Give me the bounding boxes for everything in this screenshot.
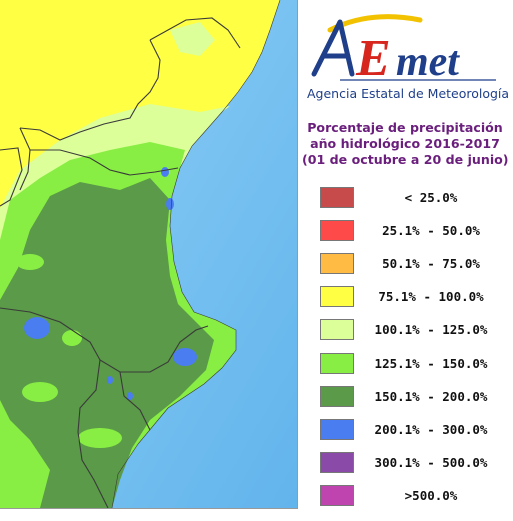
zone-125-150-patch <box>16 254 44 270</box>
legend-label: 25.1% - 50.0% <box>382 223 480 239</box>
title-line-2: año hidrológico 2016-2017 <box>310 136 500 151</box>
legend-item: < 25.0% <box>320 187 510 209</box>
logo-letter-e: E <box>355 30 391 87</box>
aemet-logo: E met <box>311 14 496 87</box>
coastline <box>111 0 281 508</box>
legend-label: < 25.0% <box>404 190 458 205</box>
border-line <box>119 371 151 431</box>
legend-swatch <box>320 451 354 473</box>
legend-item: 150.1% - 200.0% <box>320 385 510 408</box>
legend-item: 300.1% - 500.0% <box>320 451 510 474</box>
zone-200-300 <box>173 348 197 366</box>
legend-item: >500.0% <box>320 484 510 507</box>
zone-125-150-patch <box>62 330 82 346</box>
zone-150-200 <box>0 178 214 508</box>
border-line <box>19 149 31 191</box>
zone-200-300 <box>166 198 174 210</box>
legend-swatch <box>320 286 354 308</box>
legend-label: 150.1% - 200.0% <box>374 388 488 404</box>
border-line <box>149 17 241 49</box>
legend-swatch <box>320 319 354 341</box>
logo-letter-a <box>311 19 355 77</box>
logo-subtitle: Agencia Estatal de Meteorología <box>307 86 510 101</box>
border-line <box>0 147 23 207</box>
legend-label: 75.1% - 100.0% <box>378 289 484 305</box>
legend-swatch <box>320 187 354 208</box>
legend-label: 300.1% - 500.0% <box>374 454 488 470</box>
zone-200-300 <box>161 167 169 177</box>
legend-item: 25.1% - 50.0% <box>320 220 510 242</box>
legend-item: 100.1% - 125.0% <box>320 319 510 341</box>
legend-item: 125.1% - 150.0% <box>320 352 510 375</box>
precipitation-map <box>0 0 298 509</box>
zone-200-300 <box>107 376 113 384</box>
zone-200-300 <box>127 392 133 400</box>
logo-letters-met: met <box>396 39 460 85</box>
legend-item: 75.1% - 100.0% <box>320 286 510 308</box>
legend-swatch <box>320 484 354 506</box>
legend-swatch <box>320 253 354 275</box>
legend-label: 125.1% - 150.0% <box>374 355 488 371</box>
legend-swatch <box>320 385 354 407</box>
legend-label: 200.1% - 300.0% <box>374 421 488 437</box>
legend-label: 100.1% - 125.0% <box>374 322 488 338</box>
map-title: Porcentaje de precipitación año hidrológ… <box>302 120 509 168</box>
border-line <box>19 127 179 176</box>
legend-item: 200.1% - 300.0% <box>320 418 510 441</box>
legend-label: 50.1% - 75.0% <box>382 256 480 272</box>
legend-swatch <box>320 418 354 440</box>
zone-100-125-patch <box>170 22 215 56</box>
legend-label: >500.0% <box>404 487 458 503</box>
border-line <box>19 39 161 141</box>
legend-swatch <box>320 352 354 374</box>
zone-125-150-patch <box>22 382 58 402</box>
title-line-1: Porcentaje de precipitación <box>307 120 503 135</box>
border-line <box>77 359 109 508</box>
legend-swatch <box>320 220 354 242</box>
title-line-3: (01 de octubre a 20 de junio) <box>302 152 509 167</box>
legend-item: 50.1% - 75.0% <box>320 253 510 275</box>
zone-125-150-patch <box>78 428 122 448</box>
zone-200-300 <box>24 317 50 339</box>
